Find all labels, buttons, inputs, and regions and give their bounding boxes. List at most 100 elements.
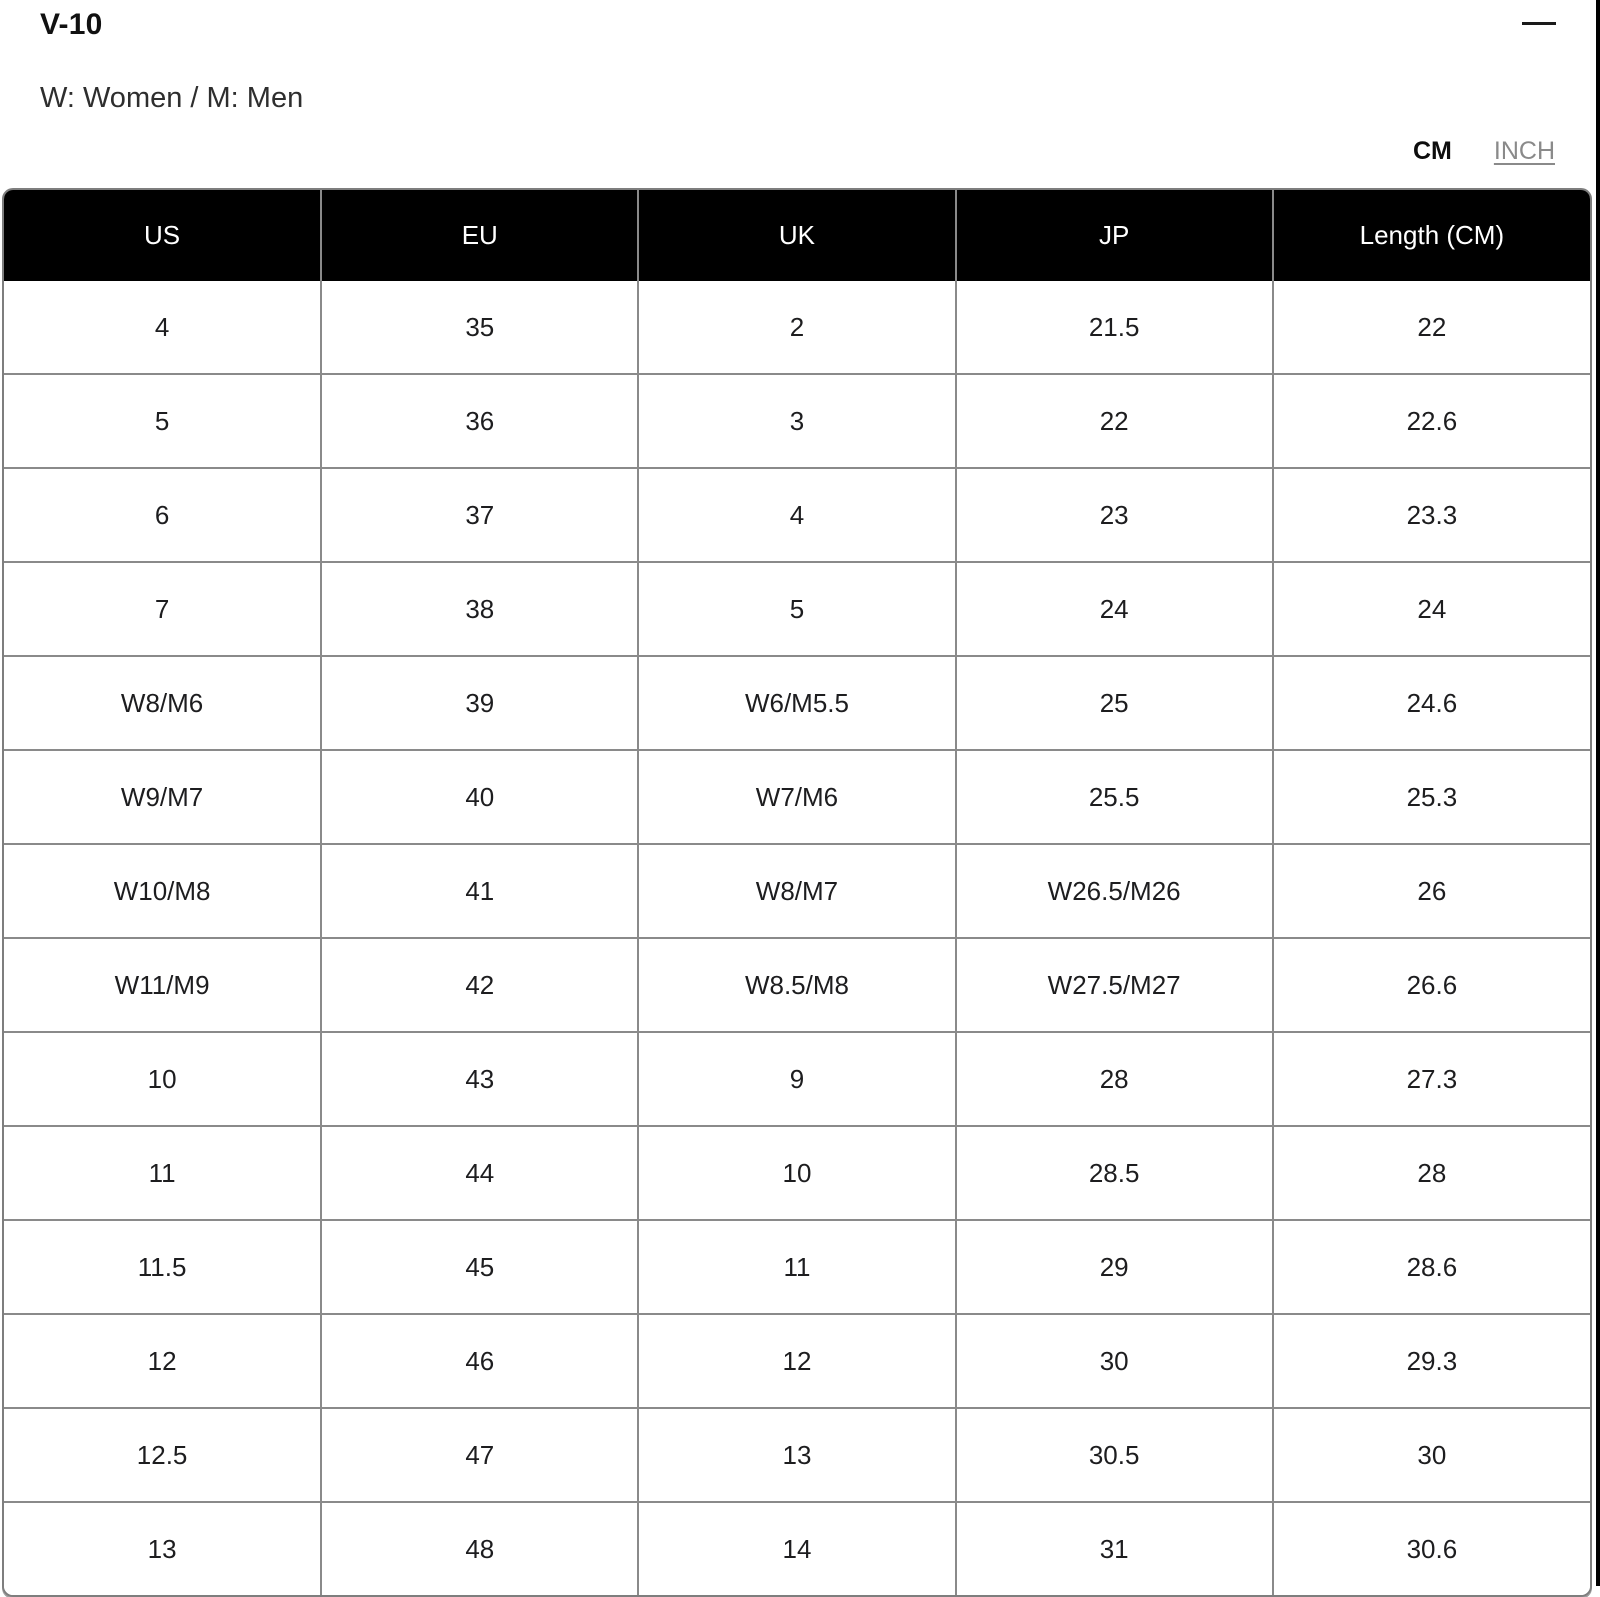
table-row: W10/M8 41 W8/M7 W26.5/M26 26 bbox=[4, 843, 1590, 938]
size-cell: 43 bbox=[321, 1031, 640, 1126]
size-cell: 4 bbox=[4, 281, 323, 374]
size-cell: 12 bbox=[4, 1313, 323, 1408]
panel-right-border bbox=[1596, 0, 1600, 1586]
size-cell: 24.6 bbox=[1272, 655, 1590, 750]
size-cell: 5 bbox=[638, 561, 957, 656]
size-cell: 36 bbox=[321, 373, 640, 468]
size-cell: 29 bbox=[955, 1219, 1274, 1314]
size-cell: W11/M9 bbox=[4, 937, 323, 1032]
size-cell: 23.3 bbox=[1272, 467, 1590, 562]
size-cell: 40 bbox=[321, 749, 640, 844]
table-row: 7 38 5 24 24 bbox=[4, 561, 1590, 656]
gender-legend: W: Women / M: Men bbox=[40, 82, 304, 114]
size-cell: 7 bbox=[4, 561, 323, 656]
size-cell: W8.5/M8 bbox=[638, 937, 957, 1032]
size-cell: 47 bbox=[321, 1407, 640, 1502]
size-cell: 26 bbox=[1272, 843, 1590, 938]
size-cell: 11 bbox=[638, 1219, 957, 1314]
size-cell: 22 bbox=[1272, 281, 1590, 374]
size-cell: 27.3 bbox=[1272, 1031, 1590, 1126]
size-cell: W8/M7 bbox=[638, 843, 957, 938]
size-cell: 35 bbox=[321, 281, 640, 374]
table-row: W9/M7 40 W7/M6 25.5 25.3 bbox=[4, 749, 1590, 844]
size-cell: W8/M6 bbox=[4, 655, 323, 750]
size-cell: 37 bbox=[321, 467, 640, 562]
size-cell: 42 bbox=[321, 937, 640, 1032]
size-cell: 28.6 bbox=[1272, 1219, 1590, 1314]
size-cell: 9 bbox=[638, 1031, 957, 1126]
table-row: 5 36 3 22 22.6 bbox=[4, 373, 1590, 468]
size-cell: 4 bbox=[638, 467, 957, 562]
unit-toggle: CM INCH bbox=[1413, 137, 1555, 166]
size-cell: 25.3 bbox=[1272, 749, 1590, 844]
size-cell: 2 bbox=[638, 281, 957, 374]
size-cell: 31 bbox=[955, 1501, 1274, 1595]
size-cell: 24 bbox=[955, 561, 1274, 656]
size-cell: 5 bbox=[4, 373, 323, 468]
size-cell: 13 bbox=[4, 1501, 323, 1595]
size-cell: 44 bbox=[321, 1125, 640, 1220]
size-cell: 22.6 bbox=[1272, 373, 1590, 468]
table-row: 11.5 45 11 29 28.6 bbox=[4, 1219, 1590, 1314]
unit-cm-button[interactable]: CM bbox=[1413, 137, 1452, 165]
size-cell: 24 bbox=[1272, 561, 1590, 656]
size-cell: 11.5 bbox=[4, 1219, 323, 1314]
size-cell: 22 bbox=[955, 373, 1274, 468]
size-cell: 25 bbox=[955, 655, 1274, 750]
size-cell: 11 bbox=[4, 1125, 323, 1220]
table-row: W11/M9 42 W8.5/M8 W27.5/M27 26.6 bbox=[4, 937, 1590, 1032]
table-row: 4 35 2 21.5 22 bbox=[4, 281, 1590, 374]
size-cell: 41 bbox=[321, 843, 640, 938]
size-cell: 12 bbox=[638, 1313, 957, 1408]
size-cell: 30 bbox=[1272, 1407, 1590, 1502]
size-cell: W27.5/M27 bbox=[955, 937, 1274, 1032]
size-cell: 10 bbox=[4, 1031, 323, 1126]
panel-title: V-10 bbox=[40, 8, 103, 41]
size-cell: 46 bbox=[321, 1313, 640, 1408]
unit-inch-button[interactable]: INCH bbox=[1493, 137, 1555, 165]
size-cell: 21.5 bbox=[955, 281, 1274, 374]
table-row: 6 37 4 23 23.3 bbox=[4, 467, 1590, 562]
column-header-us: US bbox=[4, 190, 323, 281]
size-cell: W10/M8 bbox=[4, 843, 323, 938]
size-cell: 3 bbox=[638, 373, 957, 468]
size-cell: 38 bbox=[321, 561, 640, 656]
size-cell: 10 bbox=[638, 1125, 957, 1220]
table-row: 10 43 9 28 27.3 bbox=[4, 1031, 1590, 1126]
table-row: 13 48 14 31 30.6 bbox=[4, 1501, 1590, 1595]
column-header-eu: EU bbox=[321, 190, 640, 281]
size-cell: W26.5/M26 bbox=[955, 843, 1274, 938]
size-cell: 45 bbox=[321, 1219, 640, 1314]
table-row: 12.5 47 13 30.5 30 bbox=[4, 1407, 1590, 1502]
size-cell: W7/M6 bbox=[638, 749, 957, 844]
size-cell: 26.6 bbox=[1272, 937, 1590, 1032]
size-cell: 25.5 bbox=[955, 749, 1274, 844]
size-conversion-table: US EU UK JP Length (CM) 4 35 2 21.5 22 5 36 3 22 22.6… bbox=[4, 190, 1590, 1595]
size-cell: 39 bbox=[321, 655, 640, 750]
size-cell: 28 bbox=[1272, 1125, 1590, 1220]
column-header-length-cm: Length (CM) bbox=[1272, 190, 1590, 281]
size-cell: 28.5 bbox=[955, 1125, 1274, 1220]
table-row: 12 46 12 30 29.3 bbox=[4, 1313, 1590, 1408]
size-cell: 14 bbox=[638, 1501, 957, 1595]
size-cell: 28 bbox=[955, 1031, 1274, 1126]
size-cell: 29.3 bbox=[1272, 1313, 1590, 1408]
size-cell: 23 bbox=[955, 467, 1274, 562]
table-row: W8/M6 39 W6/M5.5 25 24.6 bbox=[4, 655, 1590, 750]
size-cell: 30.5 bbox=[955, 1407, 1274, 1502]
size-table-body: 4 35 2 21.5 22 5 36 3 22 22.6 6 37 4 23 23.3 7 38 5 24 24 W8… bbox=[4, 281, 1590, 1595]
collapse-minus-icon[interactable] bbox=[1522, 22, 1556, 25]
size-cell: 13 bbox=[638, 1407, 957, 1502]
size-cell: 6 bbox=[4, 467, 323, 562]
size-cell: 30 bbox=[955, 1313, 1274, 1408]
size-cell: W6/M5.5 bbox=[638, 655, 957, 750]
size-table-header-row: US EU UK JP Length (CM) bbox=[4, 190, 1590, 281]
column-header-jp: JP bbox=[955, 190, 1274, 281]
size-table: US EU UK JP Length (CM) 4 35 2 21.5 22 5 36 3 22 22.6… bbox=[2, 188, 1592, 1597]
size-cell: 30.6 bbox=[1272, 1501, 1590, 1595]
size-cell: W9/M7 bbox=[4, 749, 323, 844]
column-header-uk: UK bbox=[638, 190, 957, 281]
size-cell: 48 bbox=[321, 1501, 640, 1595]
table-row: 11 44 10 28.5 28 bbox=[4, 1125, 1590, 1220]
size-cell: 12.5 bbox=[4, 1407, 323, 1502]
